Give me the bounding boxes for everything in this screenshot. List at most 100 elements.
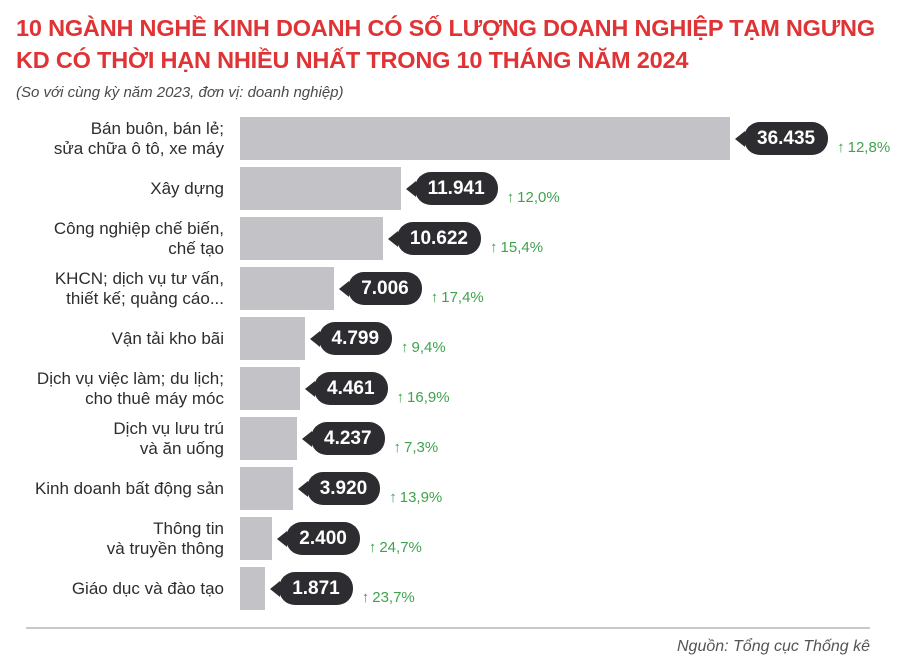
category-label: Xây dựng — [150, 178, 224, 198]
up-arrow-icon: ↑ — [401, 339, 409, 356]
bar-area: 7.006 ↑ 17,4% — [240, 267, 884, 310]
value-badge: 1.871 — [270, 572, 353, 605]
value-badge: 3.920 — [297, 472, 381, 505]
change-percent-label: 12,8% — [847, 139, 891, 156]
bar — [240, 467, 293, 510]
change-percent: ↑ 24,7% — [369, 539, 422, 556]
badge-tail-icon — [297, 480, 308, 497]
category-label: Thông tin và truyền thông — [106, 518, 224, 558]
chart-row: Dịch vụ việc làm; du lịch; cho thuê máy … — [16, 367, 884, 410]
badge-tail-icon — [305, 380, 315, 397]
bar-area: 36.435 ↑ 12,8% — [240, 117, 890, 160]
up-arrow-icon: ↑ — [389, 489, 397, 506]
badge-tail-icon — [270, 580, 281, 597]
value-label: 4.461 — [327, 377, 375, 399]
bar — [240, 167, 401, 210]
source-note: Nguồn: Tổng cục Thống kê — [676, 638, 870, 655]
up-arrow-icon: ↑ — [430, 289, 439, 306]
change-percent-label: 9,4% — [411, 339, 446, 356]
value-label: 36.435 — [757, 127, 816, 149]
change-percent-label: 24,7% — [379, 539, 422, 556]
value-badge: 11.941 — [405, 172, 498, 205]
change-percent: ↑ 16,9% — [397, 389, 450, 406]
value-label: 10.622 — [409, 227, 469, 249]
value-label: 11.941 — [427, 177, 485, 199]
value-badge: 4.799 — [309, 322, 393, 355]
chart-row: Vận tải kho bãi 4.799 ↑ 9,4% — [16, 317, 884, 360]
value-label: 4.237 — [324, 427, 372, 449]
value-label: 2.400 — [299, 527, 347, 549]
change-percent: ↑ 15,4% — [490, 239, 543, 256]
change-percent-label: 13,9% — [399, 489, 443, 506]
up-arrow-icon: ↑ — [837, 139, 845, 156]
change-percent: ↑ 7,3% — [394, 439, 439, 456]
bar-area: 11.941 ↑ 12,0% — [240, 167, 884, 210]
bar-area: 1.871 ↑ 23,7% — [240, 567, 884, 610]
change-percent: ↑ 17,4% — [431, 289, 484, 306]
bar — [240, 217, 383, 260]
category-label: Vận tải kho bãi — [111, 328, 224, 348]
category-label: Công nghiệp chế biến, chế tạo — [53, 218, 224, 258]
bar — [240, 367, 300, 410]
divider — [26, 627, 870, 629]
value-badge: 7.006 — [339, 272, 422, 305]
change-percent: ↑ 12,0% — [507, 189, 560, 206]
category-label: Dịch vụ lưu trú và ăn uống — [113, 418, 224, 458]
bar-area: 4.461 ↑ 16,9% — [240, 367, 884, 410]
badge-tail-icon — [339, 280, 350, 297]
change-percent-label: 7,3% — [404, 439, 439, 456]
subtitle: (So với cùng kỳ năm 2023, đơn vị: doanh … — [16, 84, 344, 101]
value-label: 7.006 — [361, 277, 409, 299]
change-percent: ↑ 23,7% — [362, 589, 415, 606]
category-label: KHCN; dịch vụ tư vấn, thiết kế; quảng cá… — [54, 268, 224, 308]
badge-tail-icon — [309, 330, 320, 347]
badge-tail-icon — [277, 530, 288, 547]
change-percent: ↑ 9,4% — [401, 339, 446, 356]
change-percent-label: 12,0% — [517, 189, 560, 206]
chart-row: Thông tin và truyền thông 2.400 ↑ 24,7% — [16, 517, 884, 560]
bar-area: 4.237 ↑ 7,3% — [240, 417, 884, 460]
value-badge: 36.435 — [735, 122, 829, 155]
change-percent-label: 23,7% — [372, 589, 415, 606]
chart-row: KHCN; dịch vụ tư vấn, thiết kế; quảng cá… — [16, 267, 884, 310]
up-arrow-icon: ↑ — [393, 439, 402, 456]
chart-row: Bán buôn, bán lẻ; sửa chữa ô tô, xe máy 3… — [16, 117, 890, 160]
badge-tail-icon — [735, 130, 745, 147]
change-percent-label: 16,9% — [407, 389, 450, 406]
bar — [240, 117, 730, 160]
value-badge: 10.622 — [387, 222, 482, 255]
up-arrow-icon: ↑ — [396, 389, 405, 406]
up-arrow-icon: ↑ — [361, 589, 370, 606]
bar-area: 2.400 ↑ 24,7% — [240, 517, 884, 560]
page-title: 10 NGÀNH NGHỀ KINH DOANH CÓ SỐ LƯỢNG DOA… — [16, 15, 875, 73]
change-percent: ↑ 13,9% — [389, 489, 442, 506]
chart-row: Dịch vụ lưu trú và ăn uống 4.237 ↑ 7,3% — [16, 417, 884, 460]
chart-row: Xây dựng 11.941 ↑ 12,0% — [16, 167, 884, 210]
change-percent-label: 15,4% — [500, 239, 544, 256]
bar-area: 3.920 ↑ 13,9% — [240, 467, 884, 510]
up-arrow-icon: ↑ — [506, 189, 515, 206]
bar-area: 10.622 ↑ 15,4% — [240, 217, 884, 260]
bar — [240, 417, 297, 460]
up-arrow-icon: ↑ — [368, 539, 377, 556]
category-label: Dịch vụ việc làm; du lịch; cho thuê máy … — [36, 368, 224, 408]
category-label: Kinh doanh bất động sản — [34, 478, 224, 498]
badge-tail-icon — [405, 180, 416, 197]
change-percent-label: 17,4% — [441, 289, 484, 306]
badge-tail-icon — [387, 230, 398, 247]
value-label: 4.799 — [331, 327, 380, 349]
value-badge: 4.237 — [302, 422, 385, 455]
chart-row: Giáo dục và đào tạo 1.871 ↑ 23,7% — [16, 567, 884, 610]
bar — [240, 317, 305, 360]
badge-tail-icon — [302, 430, 312, 447]
bar — [240, 517, 273, 560]
bar-area: 4.799 ↑ 9,4% — [240, 317, 884, 360]
chart-row: Kinh doanh bất động sản 3.920 ↑ 13,9% — [16, 467, 884, 510]
category-label: Giáo dục và đào tạo — [71, 578, 224, 598]
bar — [240, 267, 335, 310]
value-label: 1.871 — [292, 577, 340, 599]
category-label: Bán buôn, bán lẻ; sửa chữa ô tô, xe máy — [53, 118, 224, 158]
up-arrow-icon: ↑ — [490, 239, 498, 256]
chart-row: Công nghiệp chế biến, chế tạo 10.622 ↑ 15,4… — [16, 217, 884, 260]
